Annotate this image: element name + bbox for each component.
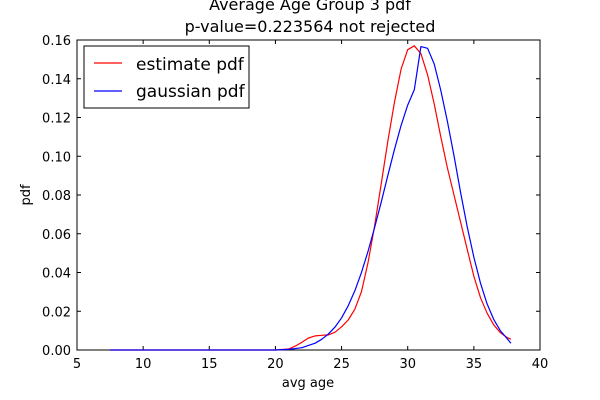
legend-box — [83, 45, 250, 109]
y-tick-label: 0.10 — [42, 150, 71, 165]
y-tick-label: 0.04 — [42, 267, 71, 282]
y-tick-label: 0.12 — [42, 112, 71, 127]
legend-label-estimate: estimate pdf — [136, 55, 245, 75]
series-line-estimate-pdf — [110, 45, 512, 351]
y-tick-label: 0.16 — [42, 34, 71, 49]
chart-subtitle: p-value=0.223564 not rejected — [185, 17, 436, 36]
y-tick-label: 0.06 — [42, 228, 71, 243]
legend: estimate pdf gaussian pdf — [83, 45, 250, 109]
x-tick-label: 30 — [399, 357, 416, 372]
x-tick-label: 40 — [532, 357, 549, 372]
x-tick-label: 10 — [135, 357, 152, 372]
y-axis-label: pdf — [19, 184, 34, 206]
series-line-gaussian-pdf — [110, 45, 512, 351]
x-tick-label: 35 — [466, 357, 483, 372]
series-layer — [110, 45, 512, 351]
chart-title: Average Age Group 3 pdf — [209, 0, 411, 14]
x-tick-label: 20 — [267, 357, 284, 372]
y-tick-label: 0.14 — [42, 73, 71, 88]
x-axis-label: avg age — [282, 376, 334, 391]
x-tick-label: 15 — [201, 357, 218, 372]
x-tick-label: 5 — [73, 357, 81, 372]
y-tick-label: 0.00 — [42, 344, 71, 359]
legend-label-gaussian: gaussian pdf — [136, 82, 246, 102]
y-tick-label: 0.02 — [42, 305, 71, 320]
x-tick-label: 25 — [333, 357, 350, 372]
axis-ticks: 5 10 15 20 25 30 35 40 0.00 0.02 0.04 0.06 0.08 0.10 0… — [42, 34, 548, 372]
y-tick-label: 0.08 — [42, 189, 71, 204]
